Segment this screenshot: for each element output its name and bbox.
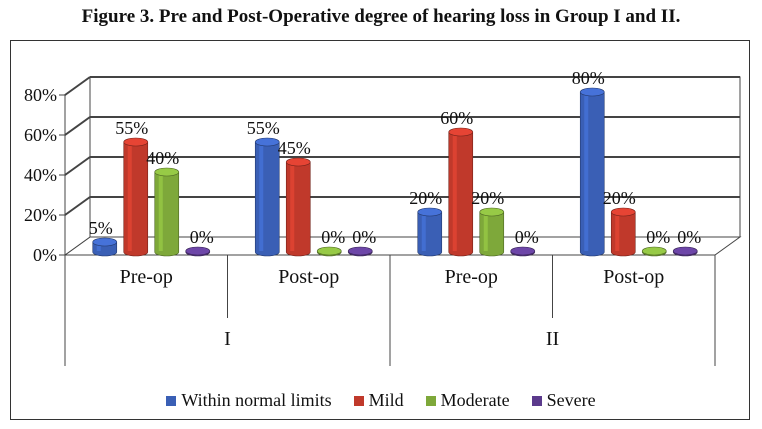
bar-body: [479, 211, 505, 257]
bar-body: [417, 211, 443, 257]
bar: [579, 87, 605, 257]
bar-top: [154, 167, 180, 177]
bar: [479, 207, 505, 257]
bar: [641, 246, 667, 257]
bar-top: [285, 157, 311, 167]
data-label: 55%: [115, 118, 148, 138]
data-label: 0%: [677, 227, 701, 247]
legend-swatch: [425, 395, 436, 406]
bar-top: [254, 137, 280, 147]
legend-item: Severe: [531, 390, 596, 411]
bar: [254, 137, 280, 257]
data-label: 20%: [409, 188, 442, 208]
y-tick-label: 20%: [24, 205, 57, 225]
data-label: 80%: [572, 68, 605, 88]
bar: [123, 137, 149, 257]
data-label: 20%: [471, 188, 504, 208]
legend-label: Moderate: [440, 390, 510, 410]
legend-label: Within normal limits: [181, 390, 332, 410]
data-label: 0%: [352, 227, 376, 247]
x-tick-label: Pre-op: [445, 266, 498, 288]
bar-top: [185, 246, 211, 256]
bar-top: [672, 246, 698, 256]
bar-top: [417, 207, 443, 217]
bar: [610, 207, 636, 257]
y-tick-label: 40%: [24, 165, 57, 185]
bar: [347, 246, 373, 257]
bar: [185, 246, 211, 257]
bar-highlight: [259, 142, 264, 251]
data-label: 55%: [247, 118, 280, 138]
bar: [672, 246, 698, 257]
data-label: 20%: [603, 188, 636, 208]
bar-top: [316, 246, 342, 256]
bar-top: [641, 246, 667, 256]
bar-body: [154, 171, 180, 257]
bar-body: [254, 141, 280, 257]
bar-top: [579, 87, 605, 97]
figure-title: Figure 3. Pre and Post-Operative degree …: [81, 6, 681, 27]
legend-swatch: [353, 395, 364, 406]
bar: [154, 167, 180, 257]
gridline-side: [64, 196, 91, 216]
chart-frame: [10, 40, 750, 420]
bar-top: [123, 137, 149, 147]
bar: [417, 207, 443, 257]
bar-top: [347, 246, 373, 256]
bar-highlight: [584, 92, 589, 251]
gridline-side: [64, 76, 91, 96]
bar-body: [610, 211, 636, 257]
legend-item: Within normal limits: [166, 390, 332, 411]
legend-label: Severe: [546, 390, 596, 410]
bar-top: [92, 237, 118, 247]
y-tick-label: 0%: [33, 245, 57, 265]
data-label: 45%: [278, 138, 311, 158]
data-label: 0%: [190, 227, 214, 247]
y-tick-label: 80%: [24, 85, 57, 105]
bar: [92, 237, 118, 257]
bar-body: [579, 91, 605, 257]
data-label: 40%: [146, 148, 179, 168]
group-label: I: [224, 328, 231, 350]
x-tick-label: Post-op: [603, 266, 664, 288]
group-label: II: [546, 328, 559, 350]
bar-highlight: [127, 142, 132, 251]
data-label: 60%: [440, 108, 473, 128]
legend-item: Moderate: [425, 390, 510, 411]
bar-highlight: [96, 242, 101, 251]
data-label: 0%: [321, 227, 345, 247]
bar-highlight: [483, 212, 488, 251]
gridline-side: [64, 156, 91, 176]
bar-top: [610, 207, 636, 217]
bar-body: [448, 131, 474, 257]
data-label: 5%: [89, 218, 113, 238]
legend-label: Mild: [368, 390, 404, 410]
bar-highlight: [158, 172, 163, 251]
bar-highlight: [421, 212, 426, 251]
legend-swatch: [166, 395, 177, 406]
bar-body: [285, 161, 311, 257]
bar-highlight: [615, 212, 620, 251]
gridline-side: [64, 116, 91, 136]
x-tick-label: Post-op: [278, 266, 339, 288]
bar: [448, 127, 474, 257]
legend-swatch: [531, 395, 542, 406]
bar-highlight: [290, 162, 295, 251]
bar: [285, 157, 311, 257]
bar: [316, 246, 342, 257]
bar-top: [510, 246, 536, 256]
legend-item: Mild: [353, 390, 404, 411]
y-tick-label: 60%: [24, 125, 57, 145]
bar: [510, 246, 536, 257]
data-label: 0%: [515, 227, 539, 247]
bar-highlight: [452, 132, 457, 251]
data-label: 0%: [646, 227, 670, 247]
bar-top: [448, 127, 474, 137]
bar-top: [479, 207, 505, 217]
bar-body: [123, 141, 149, 257]
x-tick-label: Pre-op: [120, 266, 173, 288]
chart-legend: Within normal limits Mild Moderate Severe: [0, 390, 762, 411]
